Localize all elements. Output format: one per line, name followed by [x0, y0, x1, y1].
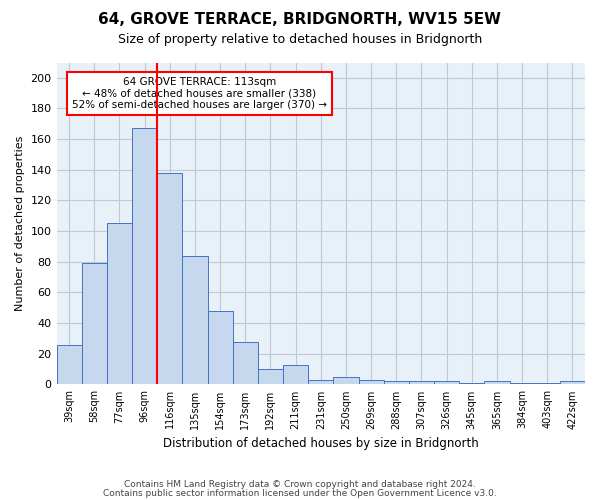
Text: Contains HM Land Registry data © Crown copyright and database right 2024.: Contains HM Land Registry data © Crown c… — [124, 480, 476, 489]
Bar — [233, 342, 258, 384]
Bar — [484, 382, 509, 384]
Bar — [82, 264, 107, 384]
Bar — [258, 369, 283, 384]
Bar — [182, 256, 208, 384]
Bar — [359, 380, 383, 384]
Bar — [334, 377, 359, 384]
Text: 64, GROVE TERRACE, BRIDGNORTH, WV15 5EW: 64, GROVE TERRACE, BRIDGNORTH, WV15 5EW — [98, 12, 502, 28]
Bar — [157, 173, 182, 384]
Bar — [56, 344, 82, 385]
Bar — [132, 128, 157, 384]
Bar — [509, 383, 535, 384]
Bar — [459, 383, 484, 384]
Bar — [383, 382, 409, 384]
Bar — [535, 383, 560, 384]
X-axis label: Distribution of detached houses by size in Bridgnorth: Distribution of detached houses by size … — [163, 437, 479, 450]
Bar — [409, 382, 434, 384]
Bar — [560, 382, 585, 384]
Text: 64 GROVE TERRACE: 113sqm
← 48% of detached houses are smaller (338)
52% of semi-: 64 GROVE TERRACE: 113sqm ← 48% of detach… — [72, 77, 327, 110]
Bar — [434, 382, 459, 384]
Text: Size of property relative to detached houses in Bridgnorth: Size of property relative to detached ho… — [118, 32, 482, 46]
Bar — [308, 380, 334, 384]
Bar — [283, 364, 308, 384]
Text: Contains public sector information licensed under the Open Government Licence v3: Contains public sector information licen… — [103, 489, 497, 498]
Bar — [107, 224, 132, 384]
Bar — [208, 311, 233, 384]
Y-axis label: Number of detached properties: Number of detached properties — [15, 136, 25, 311]
